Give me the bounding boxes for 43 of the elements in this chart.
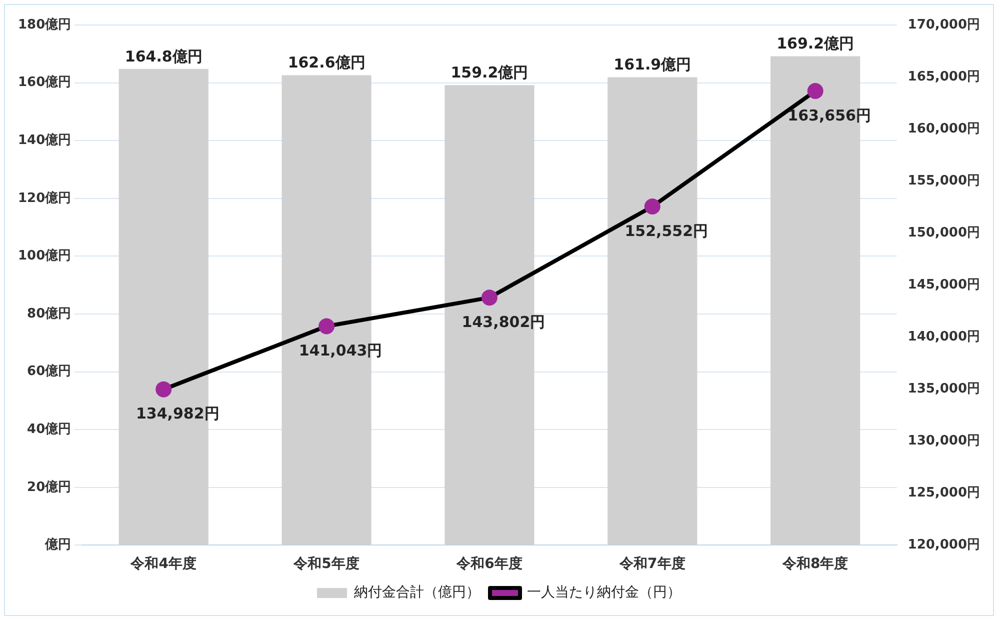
y-tick-label: 億円 bbox=[44, 536, 72, 553]
y-tick-label: 160億円 bbox=[18, 74, 72, 90]
data-label: 161.9億円 bbox=[614, 56, 692, 74]
x-tick-label: 令和6年度 bbox=[456, 555, 522, 572]
y2-tick-label: 120,000円 bbox=[908, 538, 980, 553]
y2-tick-label: 125,000円 bbox=[908, 486, 980, 501]
data-label: 152,552円 bbox=[624, 222, 708, 240]
y2-tick-label: 135,000円 bbox=[908, 382, 980, 397]
y-tick-label: 80億円 bbox=[27, 305, 72, 322]
x-tick-label: 令和7年度 bbox=[618, 555, 686, 572]
y2-tick-label: 145,000円 bbox=[908, 277, 980, 292]
y2-tick-label: 170,000円 bbox=[908, 17, 980, 32]
data-label: 159.2億円 bbox=[450, 64, 528, 82]
data-label: 163,656円 bbox=[788, 106, 871, 124]
point bbox=[644, 198, 660, 215]
y-tick-label: 180億円 bbox=[18, 16, 72, 32]
data-label: 141,043円 bbox=[298, 342, 382, 360]
data-label: 164.8億円 bbox=[124, 47, 202, 66]
y-tick-label: 100億円 bbox=[18, 248, 72, 264]
y-tick-label: 20億円 bbox=[27, 478, 72, 495]
point bbox=[318, 318, 335, 334]
y2-tick-label: 130,000円 bbox=[908, 434, 980, 449]
data-label: 134,982円 bbox=[136, 404, 220, 423]
legend-label: 一人当たり納付金（円） bbox=[527, 584, 681, 601]
x-tick-label: 令和5年度 bbox=[292, 555, 360, 572]
y-tick-label: 60億円 bbox=[27, 363, 72, 380]
y2-tick-label: 140,000円 bbox=[908, 329, 980, 344]
data-label: 162.6億円 bbox=[288, 54, 366, 72]
x-tick-label: 令和4年度 bbox=[130, 555, 196, 572]
y-tick-label: 120億円 bbox=[18, 190, 72, 206]
point bbox=[481, 290, 498, 306]
y2-tick-label: 165,000円 bbox=[908, 69, 980, 84]
x-tick-label: 令和8年度 bbox=[781, 555, 848, 572]
legend-label: 納付金合計（億円） bbox=[354, 584, 480, 601]
y2-tick-label: 150,000円 bbox=[908, 225, 980, 240]
point bbox=[807, 83, 824, 100]
data-label: 169.2億円 bbox=[776, 34, 854, 53]
point bbox=[156, 381, 172, 398]
data-label: 143,802円 bbox=[462, 312, 546, 331]
y-tick-label: 140億円 bbox=[18, 132, 72, 148]
y-tick-label: 40億円 bbox=[27, 420, 72, 437]
y2-tick-label: 160,000円 bbox=[908, 121, 980, 136]
y2-tick-label: 155,000円 bbox=[908, 173, 980, 188]
